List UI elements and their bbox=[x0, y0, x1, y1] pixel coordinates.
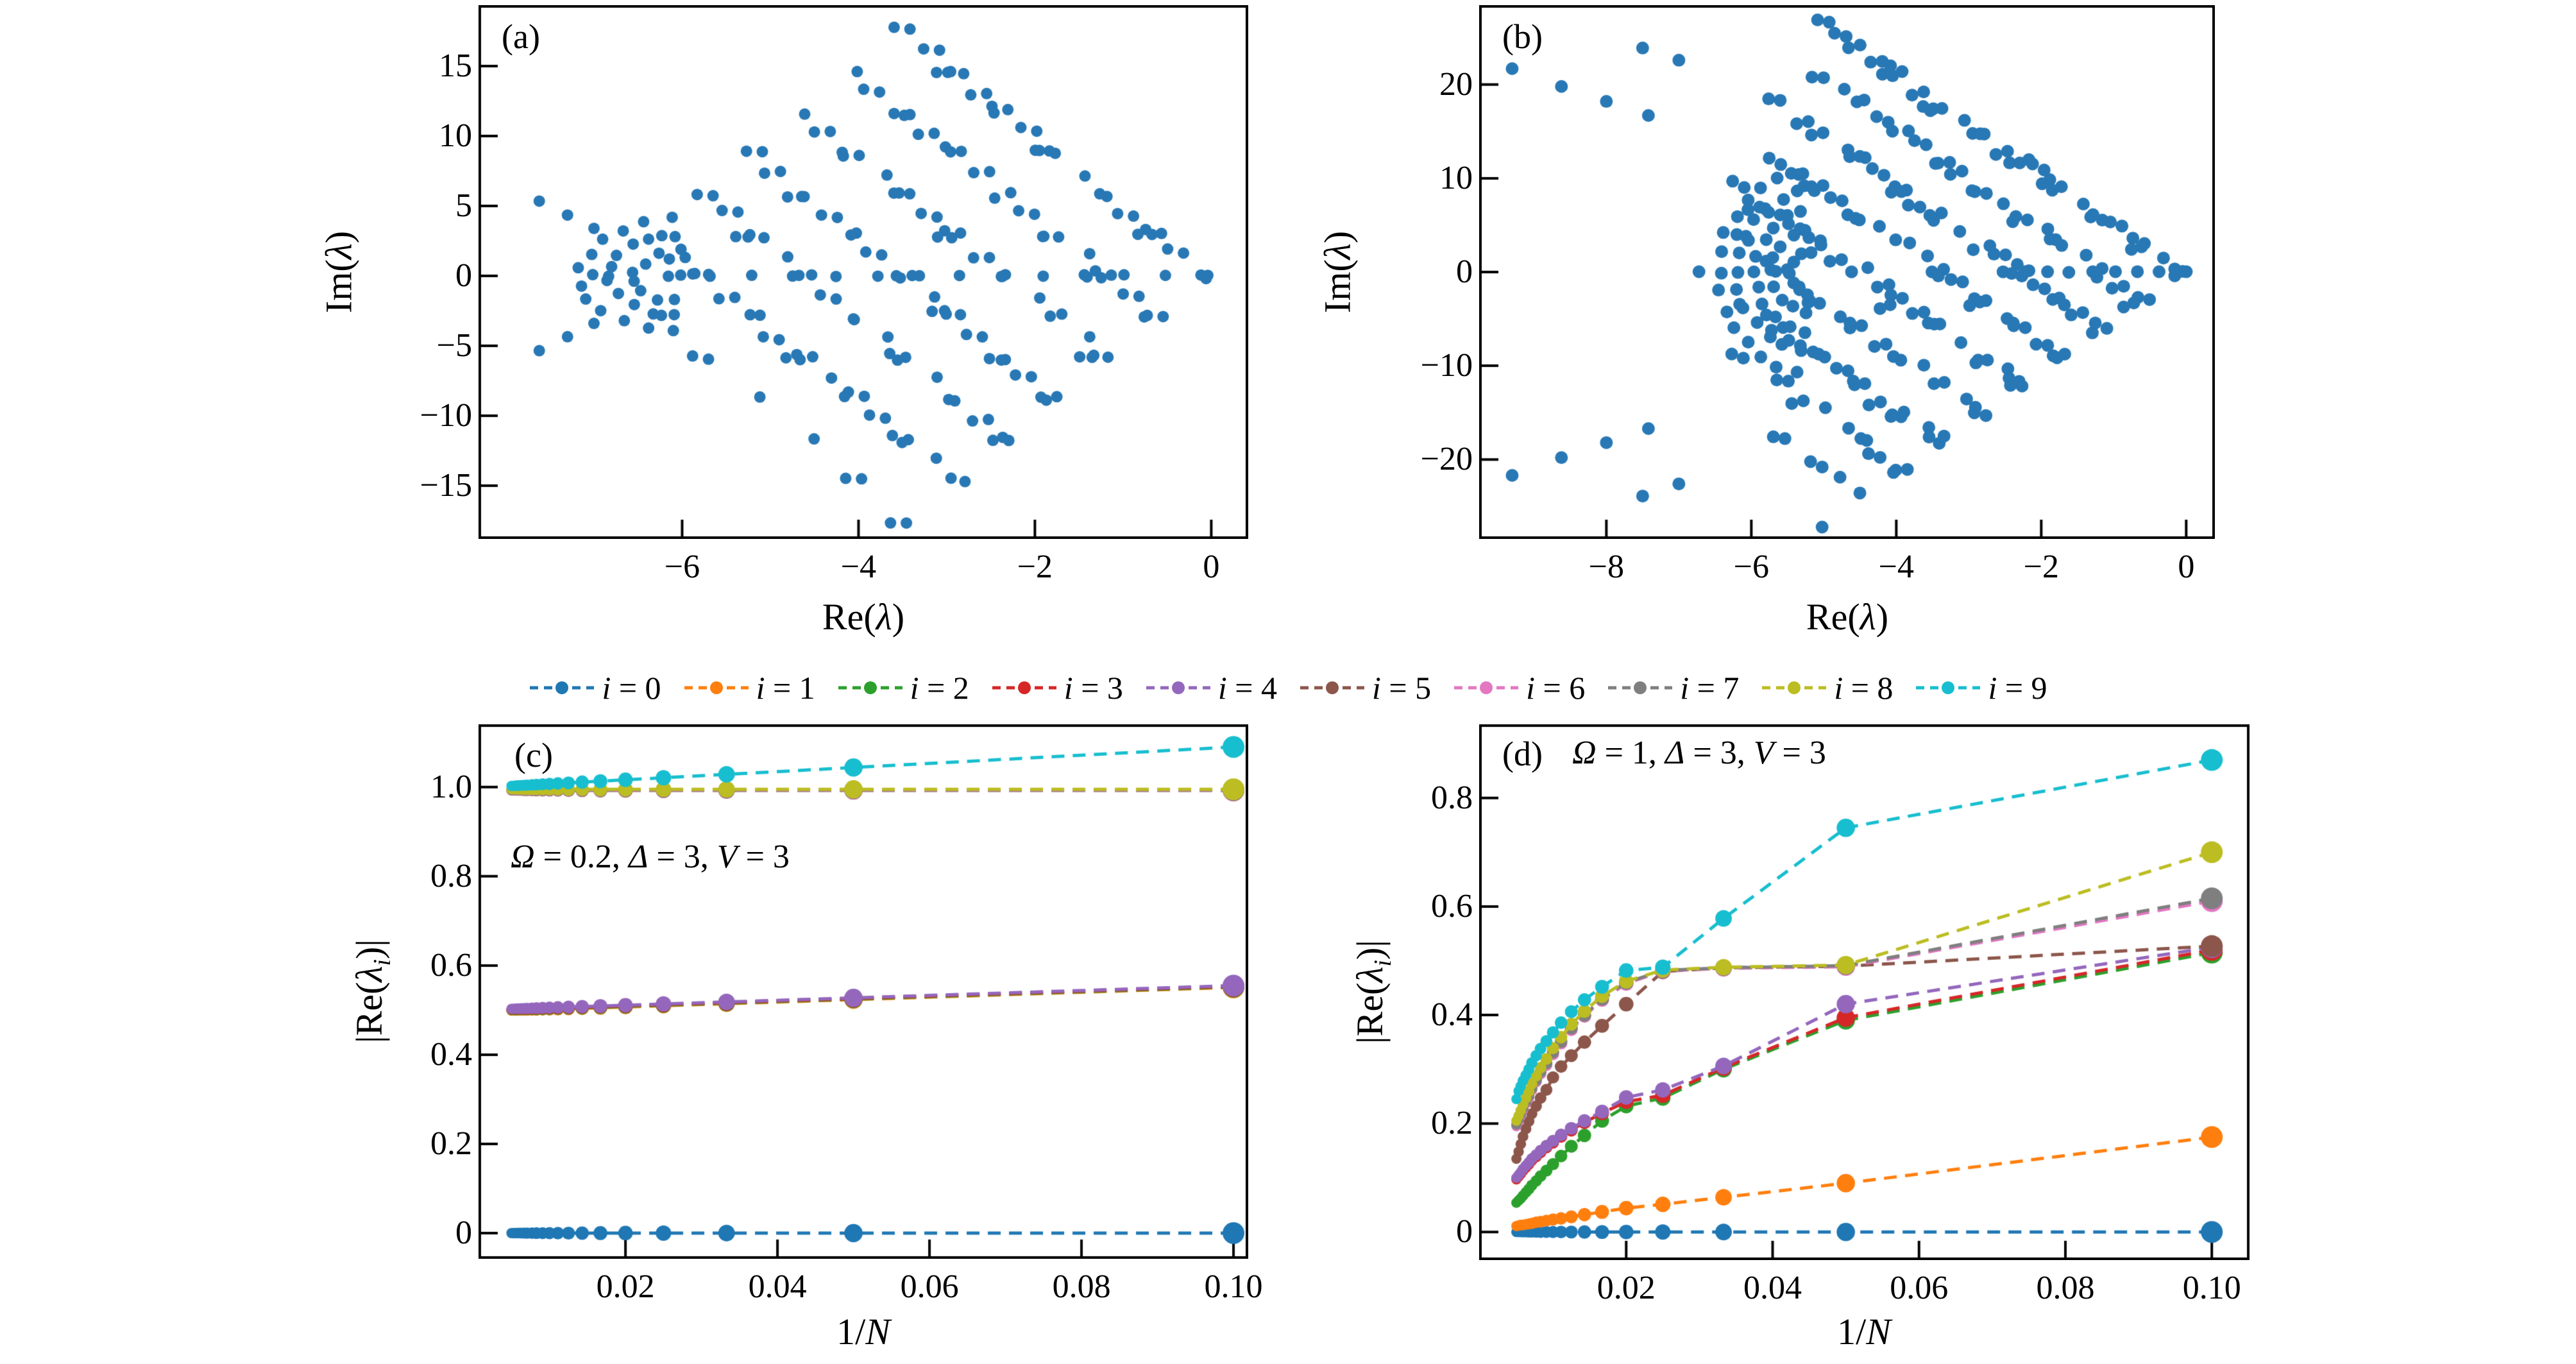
legend-marker-icon bbox=[1608, 681, 1673, 694]
panel-b-x-tick-label: −6 bbox=[1733, 549, 1769, 585]
panel-d-y-tick-label: 0.6 bbox=[1431, 887, 1473, 925]
panel-a-y-tick-label: 5 bbox=[455, 187, 472, 225]
panel-c-x-tick-label: 0.06 bbox=[900, 1268, 959, 1305]
panel-c-letter: (c) bbox=[514, 736, 553, 774]
panel-a-x-tick-label: −2 bbox=[1017, 549, 1053, 585]
legend-marker-icon bbox=[1762, 681, 1827, 694]
legend-label: i = 6 bbox=[1526, 670, 1586, 706]
legend-label: i = 3 bbox=[1063, 670, 1123, 706]
legend-item-i-4: i = 4 bbox=[1145, 669, 1277, 706]
panel-c-ylabel: |Re(λi)| bbox=[348, 939, 396, 1043]
panel-b-x-tick-label: 0 bbox=[2178, 549, 2195, 585]
panel-c-x-tick-label: 0.02 bbox=[596, 1268, 655, 1305]
legend-label: i = 7 bbox=[1680, 670, 1740, 706]
panel-b-xlabel: Re(λ) bbox=[1806, 596, 1889, 638]
legend-label: i = 9 bbox=[1988, 670, 2047, 706]
legend-marker-icon bbox=[1454, 681, 1519, 694]
panel-b-x-tick-label: −2 bbox=[2023, 549, 2059, 585]
panel-d-y-tick-label: 0.2 bbox=[1431, 1105, 1473, 1142]
legend-marker-icon bbox=[684, 681, 749, 694]
panel-d-x-tick-label: 0.02 bbox=[1597, 1270, 1656, 1306]
panel-d-y-tick-label: 0.8 bbox=[1431, 779, 1473, 816]
panel-c-x-tick-label: 0.10 bbox=[1204, 1268, 1263, 1305]
panel-d-annotation: Ω = 1, Δ = 3, V = 3 bbox=[1572, 735, 1826, 771]
panel-c-x-tick-label: 0.04 bbox=[748, 1268, 807, 1305]
panel-c-y-tick-label: 0.6 bbox=[430, 946, 472, 984]
panel-a-y-tick-label: 0 bbox=[455, 257, 472, 294]
panel-a-y-tick-label: 10 bbox=[439, 117, 472, 155]
panel-b-x-tick-label: −8 bbox=[1588, 549, 1624, 585]
legend-item-i-1: i = 1 bbox=[683, 669, 815, 706]
panel-d-y-tick-label: 0.4 bbox=[1431, 996, 1473, 1033]
panel-a-xlabel: Re(λ) bbox=[822, 596, 905, 638]
legend-label: i = 2 bbox=[910, 670, 969, 706]
panel-d-x-tick-label: 0.06 bbox=[1890, 1270, 1949, 1306]
panel-a-x-tick-label: −4 bbox=[840, 549, 877, 585]
panel-d-x-tick-label: 0.08 bbox=[2036, 1270, 2095, 1306]
panel-a-x-tick-label: −6 bbox=[664, 549, 700, 585]
legend-marker-icon bbox=[838, 681, 902, 694]
panel-a-y-tick-label: 15 bbox=[439, 47, 472, 85]
panel-a-ylabel: Im(λ) bbox=[318, 230, 360, 314]
legend-marker-icon bbox=[1916, 681, 1981, 694]
panel-c-y-tick-label: 0.8 bbox=[430, 857, 472, 894]
panel-d-plot-canvas bbox=[1479, 724, 2250, 1260]
panel-c-y-tick-label: 0 bbox=[455, 1214, 472, 1251]
panel-c-y-tick-label: 1.0 bbox=[430, 768, 472, 805]
panel-c-plot-canvas bbox=[479, 724, 1248, 1259]
panel-d-y-tick-label: 0 bbox=[1456, 1213, 1473, 1250]
panel-b-y-tick-label: −10 bbox=[1420, 347, 1473, 384]
panel-c-xlabel: 1/N bbox=[836, 1311, 890, 1352]
panel-d-x-tick-label: 0.04 bbox=[1743, 1270, 1802, 1306]
legend: i = 0 i = 1 i = 2 i = 3 i = 4 i = 5 i = 6 i = 7… bbox=[0, 661, 2576, 715]
panel-b-ylabel: Im(λ) bbox=[1316, 230, 1359, 314]
legend-label: i = 8 bbox=[1834, 670, 1894, 706]
panel-d-ylabel: |Re(λi)| bbox=[1349, 940, 1396, 1044]
legend-label: i = 0 bbox=[602, 670, 661, 706]
panel-b-y-tick-label: −20 bbox=[1420, 441, 1473, 478]
panel-b-y-tick-label: 20 bbox=[1439, 65, 1473, 103]
legend-item-i-7: i = 7 bbox=[1607, 669, 1739, 706]
panel-d-x-tick-label: 0.10 bbox=[2182, 1270, 2241, 1306]
panel-a-y-tick-label: −10 bbox=[419, 396, 472, 434]
panel-b-plot-canvas bbox=[1479, 5, 2215, 539]
panel-c-y-tick-label: 0.4 bbox=[430, 1036, 472, 1073]
legend-label: i = 5 bbox=[1372, 670, 1432, 706]
panel-a-plot-canvas bbox=[479, 5, 1248, 539]
legend-marker-icon bbox=[530, 681, 595, 694]
legend-label: i = 1 bbox=[756, 670, 815, 706]
panel-a-y-tick-label: −15 bbox=[419, 466, 472, 504]
legend-item-i-3: i = 3 bbox=[991, 669, 1123, 706]
legend-item-i-2: i = 2 bbox=[837, 669, 969, 706]
panel-c-annotation: Ω = 0.2, Δ = 3, V = 3 bbox=[511, 839, 790, 875]
legend-item-i-5: i = 5 bbox=[1299, 669, 1431, 706]
panel-b-x-tick-label: −4 bbox=[1878, 549, 1914, 585]
panel-b-y-tick-label: 0 bbox=[1456, 253, 1473, 290]
legend-item-i-6: i = 6 bbox=[1453, 669, 1585, 706]
panel-a-x-tick-label: 0 bbox=[1203, 549, 1220, 585]
panel-a-y-tick-label: −5 bbox=[436, 327, 472, 364]
legend-label: i = 4 bbox=[1217, 670, 1277, 706]
panel-d-letter: (d) bbox=[1502, 735, 1543, 773]
legend-marker-icon bbox=[1300, 681, 1364, 694]
panel-b-letter: (b) bbox=[1502, 17, 1543, 56]
panel-b-y-tick-label: 10 bbox=[1439, 159, 1473, 196]
panel-c-y-tick-label: 0.2 bbox=[430, 1125, 472, 1162]
panel-c-x-tick-label: 0.08 bbox=[1052, 1268, 1111, 1305]
legend-marker-icon bbox=[992, 681, 1056, 694]
panel-a-letter: (a) bbox=[502, 17, 540, 56]
legend-item-i-0: i = 0 bbox=[529, 669, 661, 706]
legend-item-i-9: i = 9 bbox=[1915, 669, 2047, 706]
panel-d-xlabel: 1/N bbox=[1837, 1311, 1891, 1352]
legend-marker-icon bbox=[1146, 681, 1210, 694]
panel-d-header: (d) Ω = 1, Δ = 3, V = 3 bbox=[1502, 734, 1826, 774]
legend-item-i-8: i = 8 bbox=[1761, 669, 1893, 706]
